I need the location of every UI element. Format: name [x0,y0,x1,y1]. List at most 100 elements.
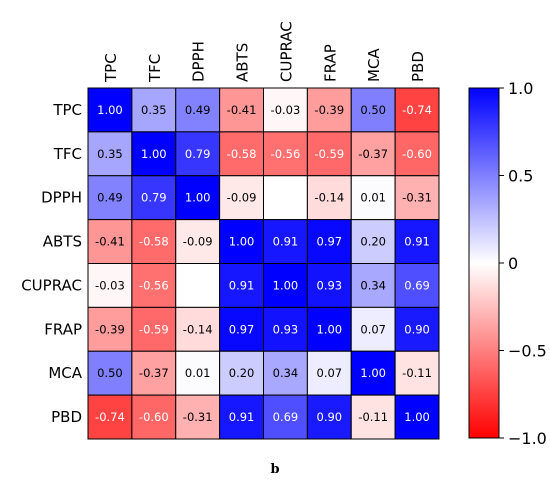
heatmap-cell [350,306,396,352]
cell-value-label: -0.58 [227,147,257,161]
cell-value-label: 0.90 [317,410,343,424]
heatmap-cell [131,175,177,221]
cell-value-label: -0.60 [402,147,432,161]
cell-value-label: -0.74 [95,410,125,424]
heatmap-cell [87,175,133,221]
heatmap-cell [131,306,177,352]
cell-value-label: 0.69 [273,410,299,424]
figure-caption: b [270,462,280,477]
cell-value-label: 0.20 [229,366,255,380]
cell-value-label: 0.07 [317,366,343,380]
cell-value-label: 0.07 [360,322,386,336]
cell-value-label: 1.00 [317,322,343,336]
heatmap-cell [263,350,308,396]
heatmap-cell [350,394,396,440]
column-label: TPC [102,53,120,83]
cell-value-label: -0.37 [139,366,169,380]
cell-value-label: 0.91 [229,278,255,292]
heatmap-cell [306,263,352,308]
heatmap-cell [175,350,221,396]
colorbar-tick-label: −0.5 [508,342,547,361]
heatmap-cell [350,175,396,221]
heatmap-cell [175,394,221,440]
column-labels: TPC TFC DPPH ABTS CUPRAC FRAP MCA PBD [102,21,427,83]
colorbar-ticks: 1.0 0.5 0 −0.5 −1.0 [499,79,547,448]
cell-value-label: -0.59 [139,322,169,336]
row-label: PBD [51,408,82,426]
cell-value-label: -0.31 [402,191,432,205]
heatmap-cell [87,394,133,440]
colorbar-tick-label: 1.0 [508,79,533,98]
cell-value-label: 0.34 [360,278,386,292]
column-label: CUPRAC [277,21,295,82]
row-label: TPC [52,101,82,119]
heatmap-cell [219,131,264,177]
cell-value-label: 1.00 [185,191,211,205]
cell-value-label: -0.03 [95,278,125,292]
cell-value-label: -0.14 [183,322,213,336]
cell-value-label: 0.91 [229,410,255,424]
heatmap-cell [306,131,352,177]
cell-value-label: 0.91 [404,235,430,249]
cell-value-label: -0.39 [95,322,125,336]
cell-value-label: -0.09 [227,191,257,205]
cell-value-label: -0.59 [314,147,344,161]
heatmap-cell [87,306,133,352]
cell-value-label: 1.00 [404,410,430,424]
cell-value-label: 0.93 [273,322,299,336]
heatmap-cell [175,263,221,308]
cell-value-label: 0.91 [273,235,299,249]
column-label: TFC [146,54,164,83]
heatmap-cell [219,219,264,264]
heatmap-cell [219,306,264,352]
row-label: TFC [53,145,82,163]
heatmap-cell [263,175,308,221]
heatmap-cell [263,306,308,352]
cell-value-label: -0.11 [402,366,432,380]
cell-value-label: 0.01 [360,191,386,205]
heatmap-cell [131,131,177,177]
heatmap-cell [87,87,133,133]
heatmap-cell [87,350,133,396]
cell-value-label: -0.37 [358,147,388,161]
cell-value-label: 0.79 [141,191,167,205]
row-label: DPPH [41,189,82,207]
heatmap-cell [394,175,440,221]
cell-value-label: 0.49 [185,103,211,117]
cell-value-label: 1.00 [360,366,386,380]
cell-value-label: 0.50 [360,103,386,117]
cell-value-label: 0.97 [229,322,255,336]
cell-value-label: 0.01 [185,366,211,380]
cell-value-label: -0.60 [139,410,169,424]
cell-value-label: -0.09 [183,235,213,249]
cell-value-label: 0.97 [317,235,343,249]
heatmap-cell [350,350,396,396]
heatmap-cell [394,219,440,264]
heatmap-cell [394,131,440,177]
heatmap-cell [131,87,177,133]
row-label: CUPRAC [21,276,82,294]
row-label: ABTS [43,233,82,251]
colorbar-gradient [468,87,500,439]
heatmap-cell [263,394,308,440]
heatmap-cell [394,306,440,352]
heatmap-cells: 1.00 0.35 0.49 -0.41 -0.03 -0.39 0.50 -0.74 0.35… [87,87,440,440]
colorbar: 1.0 0.5 0 −0.5 −1.0 [468,79,547,448]
cell-value-label: -0.11 [358,410,388,424]
cell-value-label: -0.41 [227,103,257,117]
column-label: MCA [365,48,383,82]
row-labels: TPC TFC DPPH ABTS CUPRAC FRAP MCA PBD [21,101,83,426]
heatmap-cell [306,219,352,264]
row-label: MCA [48,364,82,382]
heatmap-cell [131,350,177,396]
colorbar-tick-label: −1.0 [508,429,547,448]
heatmap-cell [394,394,440,440]
colorbar-tick-label: 0 [508,254,518,273]
colorbar-tick-label: 0.5 [508,167,533,186]
heatmap-cell [306,394,352,440]
cell-value-label: 0.35 [97,147,123,161]
heatmap-cell [131,394,177,440]
cell-value-label: 1.00 [97,103,123,117]
cell-value-label: 1.00 [273,278,299,292]
